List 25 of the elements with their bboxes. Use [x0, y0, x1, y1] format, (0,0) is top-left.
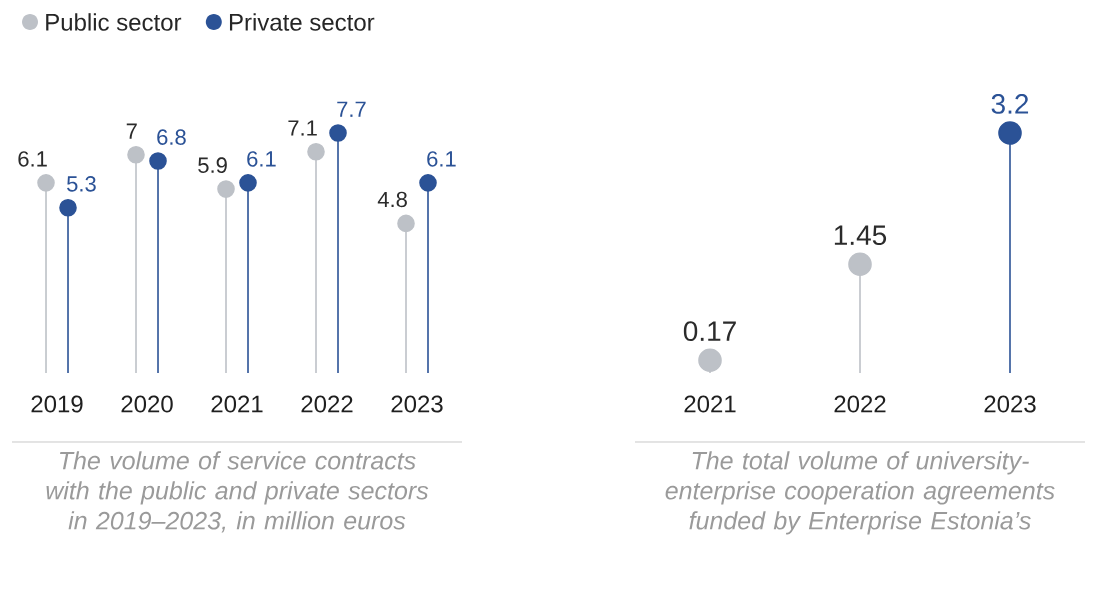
data-label: 7.1	[288, 120, 317, 136]
data-label: 1.45	[834, 225, 887, 246]
text: The total volume of university-enterprise cooperation agreements funded by Enterprise Estonia’s	[665, 451, 1055, 535]
legend-label: Private sector	[229, 13, 375, 31]
data-label: 7.7	[337, 101, 366, 117]
x-tick-label: 2021	[211, 395, 263, 413]
data-label: 6.1	[247, 151, 276, 167]
data-label: 3.2	[991, 94, 1029, 114]
x-tick-label: 2023	[984, 395, 1036, 413]
x-tick-label: 2022	[834, 395, 886, 413]
x-tick-label: 2021	[684, 395, 736, 413]
x-tick-label: 2022	[301, 395, 353, 413]
x-tick-label: 2023	[391, 395, 443, 413]
data-label: 5.3	[67, 176, 96, 192]
legend-label: Public sector	[46, 13, 182, 31]
x-tick-label: 2019	[31, 395, 83, 413]
data-label: 7	[126, 123, 137, 139]
data-label: 0.17	[683, 321, 736, 342]
data-label: 5.9	[198, 157, 227, 173]
data-label: 6.1	[18, 151, 47, 167]
data-label: 4.8	[377, 191, 407, 208]
data-label: 6.8	[157, 129, 186, 145]
data-label: 6.1	[427, 151, 456, 167]
x-tick-label: 2020	[121, 395, 173, 413]
text: The volume of service contracts with the public and private sectors in 2019–2023, in million euros	[46, 451, 429, 533]
